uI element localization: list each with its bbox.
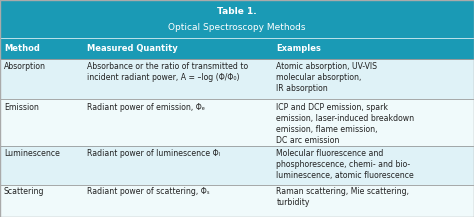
Text: Table 1.: Table 1.	[217, 7, 257, 16]
Text: Absorbance or the ratio of transmitted to
incident radiant power, A = –log (Φ/Φ₀: Absorbance or the ratio of transmitted t…	[87, 62, 248, 82]
Text: Atomic absorption, UV-VIS
molecular absorption,
IR absorption: Atomic absorption, UV-VIS molecular abso…	[276, 62, 377, 93]
Text: Measured Quantity: Measured Quantity	[87, 44, 177, 53]
Text: Radiant power of emission, Φₑ: Radiant power of emission, Φₑ	[87, 103, 205, 112]
Text: Emission: Emission	[4, 103, 39, 112]
Bar	[0, 146, 474, 185]
Text: Molecular fluorescence and
phosphorescence, chemi- and bio-
luminescence, atomic: Molecular fluorescence and phosphorescen…	[276, 149, 414, 180]
Bar	[0, 99, 474, 146]
Bar	[0, 38, 474, 59]
Text: Examples: Examples	[276, 44, 321, 53]
Text: Absorption: Absorption	[4, 62, 46, 71]
Text: Method: Method	[4, 44, 40, 53]
Text: Radiant power of scattering, Φₛ: Radiant power of scattering, Φₛ	[87, 187, 210, 196]
Text: Optical Spectroscopy Methods: Optical Spectroscopy Methods	[168, 23, 306, 32]
Text: Radiant power of luminescence Φₗ: Radiant power of luminescence Φₗ	[87, 149, 220, 158]
Text: Raman scattering, Mie scattering,
turbidity: Raman scattering, Mie scattering, turbid…	[276, 187, 410, 207]
Text: ICP and DCP emission, spark
emission, laser-induced breakdown
emission, flame em: ICP and DCP emission, spark emission, la…	[276, 103, 414, 145]
Bar	[0, 0, 474, 38]
Text: Luminescence: Luminescence	[4, 149, 60, 158]
Text: Scattering: Scattering	[4, 187, 44, 196]
Bar	[0, 59, 474, 99]
Bar	[0, 185, 474, 217]
